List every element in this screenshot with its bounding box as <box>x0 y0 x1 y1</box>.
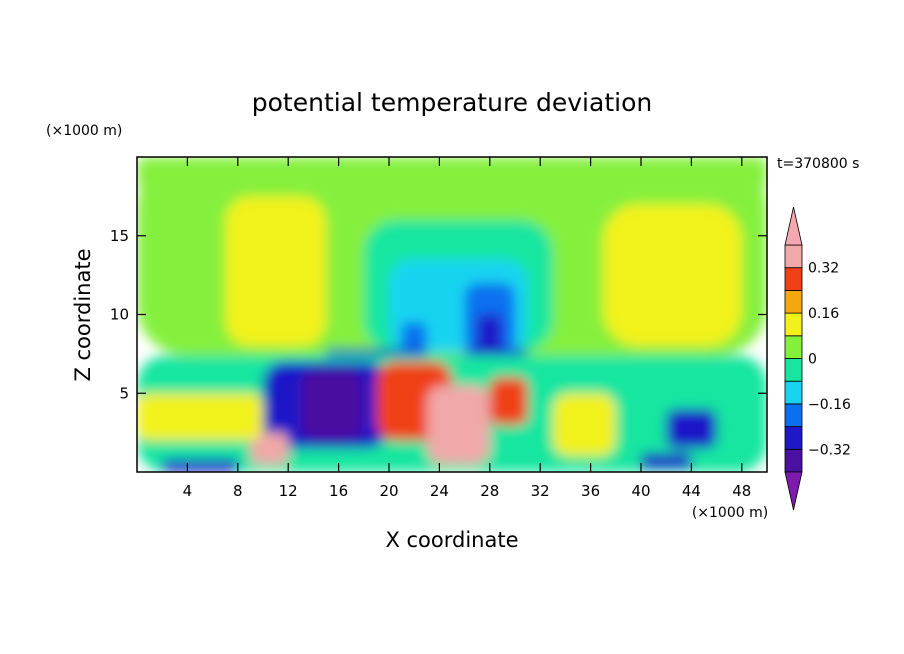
contour-region-19 <box>552 393 616 457</box>
x-tick-label: 48 <box>732 482 751 500</box>
contour-region-1 <box>137 157 767 189</box>
contour-region-13 <box>300 369 364 441</box>
x-axis-label: X coordinate <box>385 528 518 552</box>
y-axis: 5 10 15 <box>110 227 767 402</box>
colorbar-tick-label: 0 <box>808 352 817 368</box>
colorbar: 0.32 0.16 0 −0.16 −0.32 <box>784 206 851 511</box>
colorbar-tick-label: −0.32 <box>808 442 851 458</box>
contour-field <box>137 157 767 472</box>
x-tick-label: 16 <box>329 482 348 500</box>
y-tick-label: 10 <box>110 306 129 324</box>
x-tick-label: 4 <box>183 482 193 500</box>
y-axis-label: Z coordinate <box>71 248 95 381</box>
x-tick-label: 8 <box>233 482 243 500</box>
colorbar-tick-label: 0.32 <box>808 261 839 277</box>
contour-region-21 <box>641 453 692 469</box>
colorbar-band <box>784 358 803 382</box>
colorbar-band <box>784 448 803 473</box>
contour-region-9 <box>326 349 427 356</box>
x-axis: 4 8 12 16 20 24 28 32 36 40 44 48 <box>183 157 751 500</box>
colorbar-top-arrow <box>784 206 803 246</box>
x-tick-label: 32 <box>531 482 550 500</box>
chart-title: potential temperature deviation <box>252 88 652 117</box>
contour-region-10 <box>464 349 528 356</box>
x-tick-label: 12 <box>279 482 298 500</box>
x-tick-label: 20 <box>379 482 398 500</box>
colorbar-bottom-arrow <box>784 471 803 511</box>
contour-region-2 <box>225 196 326 346</box>
colorbar-band <box>784 267 803 291</box>
time-label: t=370800 s <box>777 156 859 172</box>
x-unit-label: (×1000 m) <box>692 505 768 521</box>
colorbar-band <box>784 244 803 269</box>
contour-region-8 <box>401 322 427 353</box>
x-tick-label: 28 <box>480 482 499 500</box>
colorbar-tick-label: 0.16 <box>808 306 839 322</box>
colorbar-band <box>784 335 803 359</box>
colorbar-band <box>784 426 803 450</box>
x-tick-label: 24 <box>430 482 449 500</box>
x-tick-label: 36 <box>581 482 600 500</box>
x-tick-label: 40 <box>631 482 650 500</box>
colorbar-tick-label: −0.16 <box>808 397 851 413</box>
y-tick-label: 5 <box>119 384 129 402</box>
x-tick-label: 44 <box>682 482 701 500</box>
contour-region-22 <box>162 459 238 472</box>
colorbar-band <box>784 289 803 314</box>
colorbar-band <box>784 380 803 405</box>
contour-region-16 <box>489 377 528 425</box>
colorbar-band <box>784 312 803 337</box>
contour-region-17 <box>250 432 289 465</box>
contour-region-20 <box>666 409 717 449</box>
contour-region-3 <box>603 204 742 346</box>
contour-region-18 <box>137 393 263 441</box>
contour-region-15 <box>426 385 490 465</box>
contour-regions <box>137 157 767 472</box>
contour-region-7 <box>477 314 503 353</box>
colorbar-band <box>784 403 803 427</box>
y-tick-label: 15 <box>110 227 129 245</box>
y-unit-label: (×1000 m) <box>46 123 122 139</box>
